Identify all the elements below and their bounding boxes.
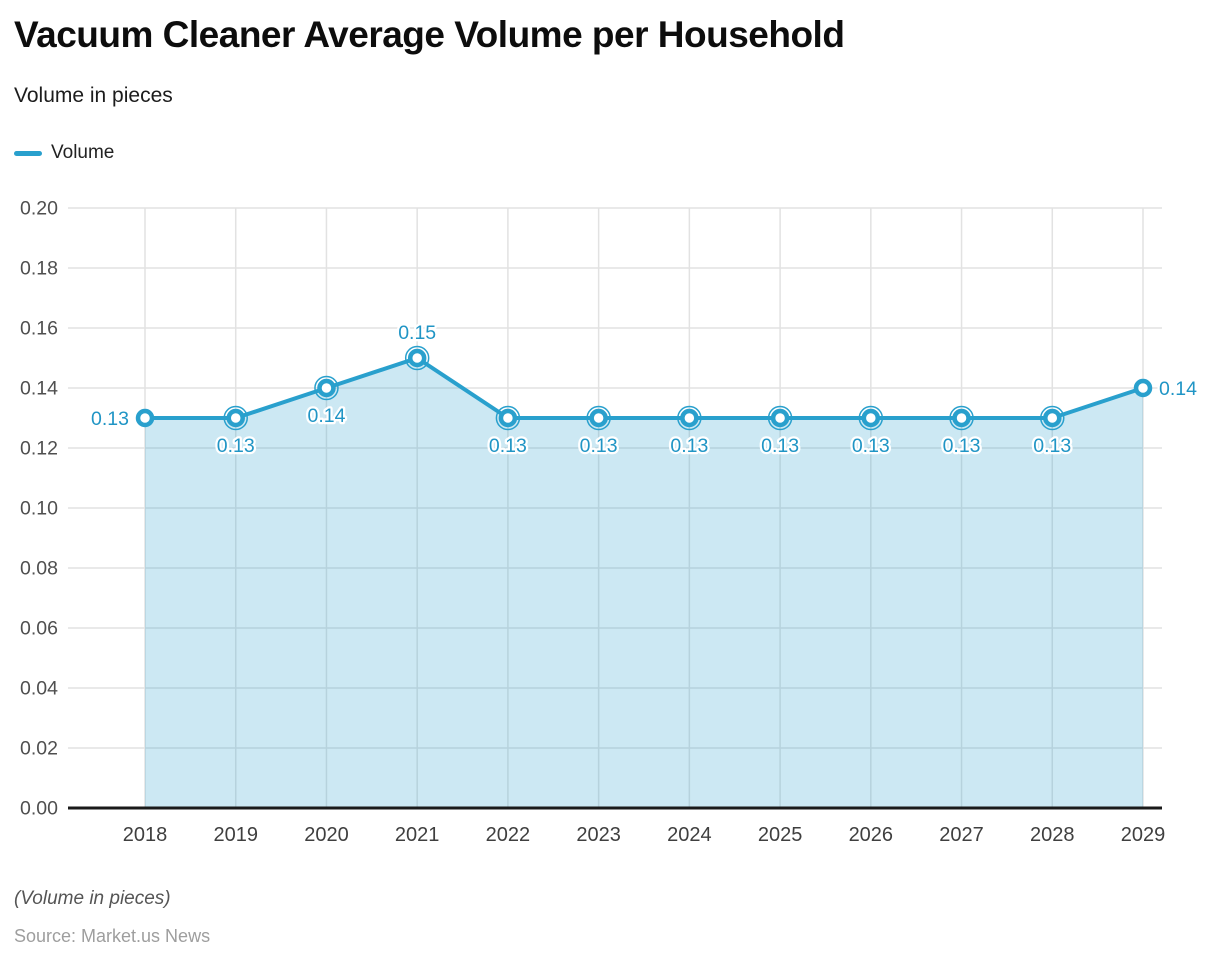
y-tick-label: 0.18 <box>20 258 58 280</box>
chart-note: (Volume in pieces) <box>14 888 171 909</box>
data-point-halo-icon <box>404 345 430 371</box>
y-axis-tick-labels: 0.00 0.02 0.04 0.06 0.08 0.10 0.12 0.14 0.16 0.18… <box>20 198 58 820</box>
y-tick-label: 0.16 <box>20 318 58 340</box>
data-label: 0.13 <box>580 435 618 457</box>
y-tick-label: 0.00 <box>20 798 58 820</box>
y-tick-label: 0.20 <box>20 198 58 220</box>
data-label: 0.13 <box>1033 435 1071 457</box>
data-point-marker <box>680 408 699 428</box>
data-point-halo-icon <box>1040 405 1065 431</box>
data-point-marker <box>589 408 608 428</box>
x-tick-label: 2020 <box>304 824 349 846</box>
data-point-marker <box>1133 378 1153 398</box>
data-label: 0.13 <box>670 435 708 457</box>
data-point-marker <box>407 348 427 368</box>
data-label: 0.14 <box>307 405 345 427</box>
vertical-gridlines <box>144 208 1144 808</box>
volume-line <box>143 356 1145 420</box>
data-point-marker <box>226 408 245 428</box>
x-tick-label: 2022 <box>486 824 531 846</box>
data-label: 0.13 <box>761 435 799 457</box>
data-point-halo-icon <box>677 405 702 431</box>
data-label: 0.13 <box>217 435 255 457</box>
y-tick-label: 0.08 <box>20 558 58 580</box>
data-point-marker <box>952 408 971 428</box>
legend: Volume <box>14 142 114 164</box>
y-tick-label: 0.04 <box>20 678 58 700</box>
data-point-marker <box>1043 408 1062 428</box>
horizontal-gridlines <box>68 207 1162 749</box>
data-point-markers <box>135 345 1153 431</box>
chart-subtitle: Volume in pieces <box>14 84 173 107</box>
data-label: 0.13 <box>489 435 527 457</box>
data-point-halo-icon <box>314 375 339 401</box>
x-tick-label: 2021 <box>395 824 440 846</box>
x-tick-label: 2029 <box>1121 824 1166 846</box>
data-point-halo-icon <box>586 405 611 431</box>
data-point-marker <box>317 378 336 398</box>
data-label: 0.15 <box>398 322 436 344</box>
y-tick-label: 0.10 <box>20 498 58 520</box>
x-tick-label: 2025 <box>758 824 803 846</box>
x-tick-label: 2024 <box>667 824 712 846</box>
y-tick-label: 0.14 <box>20 378 58 400</box>
y-tick-label: 0.02 <box>20 738 58 760</box>
x-tick-label: 2026 <box>849 824 894 846</box>
legend-line-swatch-icon <box>14 150 42 156</box>
y-tick-label: 0.12 <box>20 438 58 460</box>
x-tick-label: 2019 <box>213 824 258 846</box>
x-tick-label: 2023 <box>576 824 621 846</box>
data-point-halo-icon <box>767 405 793 431</box>
chart-title: Vacuum Cleaner Average Volume per Househ… <box>14 14 845 55</box>
data-label: 0.13 <box>852 435 890 457</box>
data-labels: 0.13 0.13 0.14 0.15 0.13 0.13 0.13 0.13 0.13 0.13… <box>89 320 1200 460</box>
data-point-halo-icon <box>495 405 521 431</box>
data-point-halo-icon <box>858 405 884 431</box>
x-tick-label: 2027 <box>939 824 984 846</box>
data-label: 0.14 <box>1159 378 1197 400</box>
data-point-marker <box>498 408 518 428</box>
x-axis-tick-labels: 2018 2019 2020 2021 2022 2023 2024 2025 2026 2027… <box>123 824 1166 846</box>
x-tick-label: 2018 <box>123 824 168 846</box>
chart-source: Source: Market.us News <box>14 926 211 946</box>
data-point-halo-icon <box>949 405 974 431</box>
legend-label: Volume <box>51 142 115 163</box>
y-tick-label: 0.06 <box>20 618 58 640</box>
data-point-marker <box>861 408 881 428</box>
data-point-marker <box>770 408 790 428</box>
data-label: 0.13 <box>943 435 981 457</box>
data-point-halo-icon <box>223 405 248 431</box>
area-fill <box>145 358 1143 808</box>
data-point-marker <box>135 408 155 428</box>
x-tick-label: 2028 <box>1030 824 1075 846</box>
data-label: 0.13 <box>91 408 129 430</box>
